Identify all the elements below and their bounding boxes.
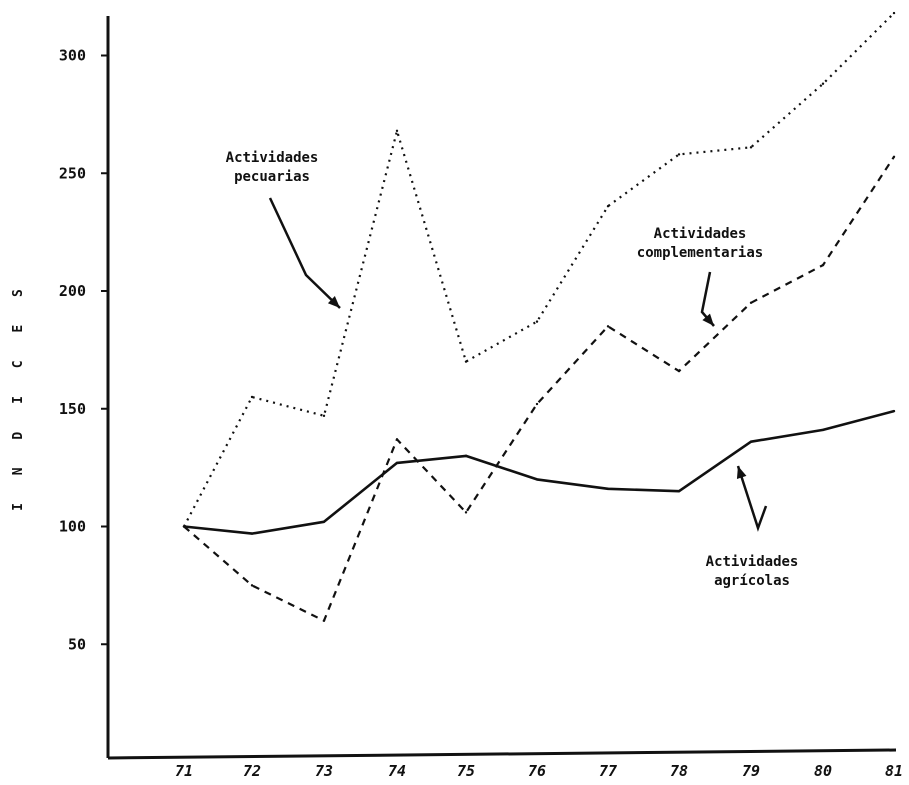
series-1-point (821, 82, 825, 85)
x-tick-label: 73 (315, 762, 333, 780)
series-2-point (395, 438, 399, 441)
x-tick-label: 78 (670, 762, 688, 780)
y-axis-label: I N D I C E S (11, 279, 26, 511)
annotation-label-1: Actividades (226, 150, 319, 166)
series-2-point (677, 369, 681, 373)
series-3-point (182, 525, 186, 528)
y-tick-label: 200 (59, 282, 86, 300)
annotation-label-3: Actividades (706, 554, 799, 570)
series-lines (182, 11, 896, 622)
series-1-point (464, 360, 468, 363)
annotation-label-2: complementarias (637, 245, 763, 261)
x-tick-label: 81 (885, 762, 903, 780)
series-1-point (606, 205, 610, 208)
series-1-point (892, 11, 896, 15)
x-tick-label: 79 (742, 762, 760, 780)
y-tick-label: 250 (59, 164, 86, 182)
y-tick-label: 50 (68, 635, 86, 653)
x-axis-line (107, 748, 897, 760)
y-tick-label: 300 (59, 47, 86, 65)
annotation-label-2: Actividades (654, 226, 747, 242)
series-3-point (892, 409, 896, 413)
y-tick-labels: 50 100 150 200 250 300 (59, 47, 108, 653)
series-2-point (535, 402, 539, 406)
annotation-arrowhead-2 (702, 313, 714, 326)
series-line-3 (183, 409, 895, 535)
series-3-point (395, 461, 399, 465)
x-tick-labels: 71 72 73 74 75 76 77 78 79 80 81 (175, 762, 903, 780)
x-tick-label: 77 (599, 762, 617, 780)
series-line-2 (183, 156, 895, 622)
series-2-point (821, 263, 825, 267)
series-3-point (749, 440, 753, 443)
series-3-point (535, 478, 539, 481)
annotation-leader-1 (268, 197, 341, 309)
annotation-arrowhead-1 (327, 296, 340, 308)
y-tick-label: 150 (59, 400, 86, 418)
series-1-point (395, 129, 399, 133)
series-3-point (464, 454, 468, 458)
series-1-point (322, 414, 326, 418)
series-3-point (250, 532, 254, 535)
annotation-label-1: pecuarias (234, 169, 310, 185)
series-1-point (535, 320, 539, 323)
series-line-1 (183, 12, 895, 528)
series-3-point (606, 487, 610, 491)
series-annotations: Actividades pecuarias Actividades complemen… (226, 150, 799, 589)
annotation-label-3: agrícolas (714, 573, 790, 589)
x-tick-label: 75 (457, 762, 475, 780)
x-tick-label: 80 (814, 762, 832, 780)
x-tick-label: 76 (528, 762, 546, 780)
y-tick-label: 100 (59, 518, 86, 536)
series-3-point (322, 520, 326, 523)
series-2-point (322, 619, 326, 622)
x-tick-label: 71 (175, 762, 193, 780)
series-2-point (892, 155, 896, 158)
annotation-arrowhead-3 (736, 466, 747, 479)
series-3-point (821, 428, 825, 432)
x-tick-label: 72 (243, 762, 261, 780)
series-1-point (749, 146, 753, 149)
x-tick-label: 74 (388, 762, 406, 780)
series-1-point (677, 153, 681, 156)
series-1-point (250, 395, 254, 399)
series-2-point (250, 584, 254, 587)
annotation-leader-3 (736, 465, 768, 532)
axes (106, 16, 897, 760)
series-2-point (464, 511, 468, 514)
series-3-point (677, 489, 681, 493)
series-2-point (606, 325, 610, 328)
series-2-point (749, 301, 753, 304)
